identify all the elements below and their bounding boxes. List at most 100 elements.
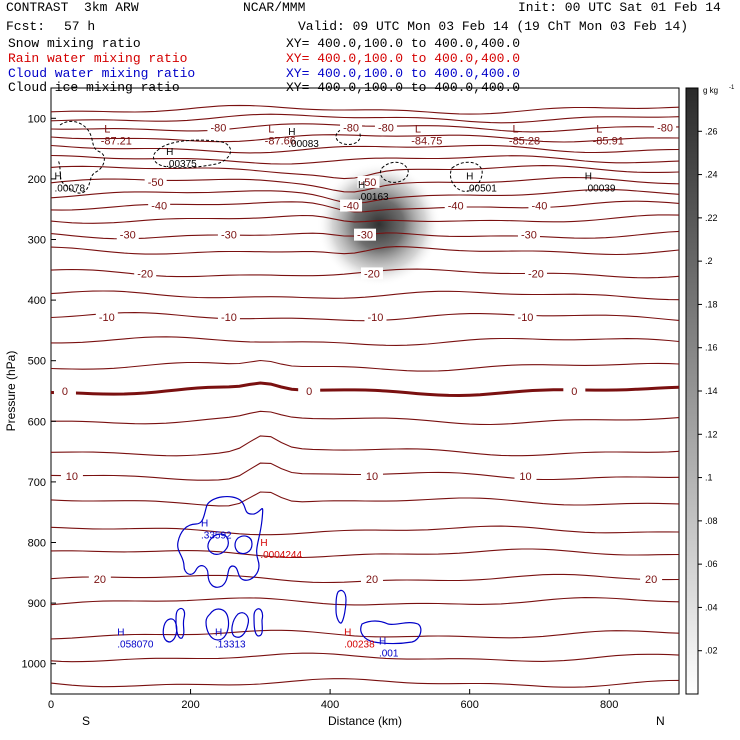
low-marker: L bbox=[268, 123, 274, 135]
cloud-water-contour bbox=[162, 618, 178, 643]
temperature-label-bg bbox=[340, 199, 363, 212]
temperature-contour bbox=[50, 246, 680, 256]
temperature-label: 0 bbox=[571, 386, 577, 398]
high-value: .001 bbox=[379, 649, 399, 660]
high-marker: H bbox=[117, 627, 124, 638]
low-value: -87.66 bbox=[265, 135, 296, 147]
temperature-contour bbox=[50, 652, 680, 663]
colorbar-tick-label: .26 bbox=[705, 126, 718, 136]
cloud-water-contour bbox=[253, 608, 264, 637]
cloud-water-contour bbox=[205, 608, 230, 641]
temperature-contour bbox=[50, 134, 680, 143]
y-axis-label: Pressure (hPa) bbox=[4, 351, 18, 432]
temperature-label: 20 bbox=[94, 574, 106, 586]
temperature-contour bbox=[50, 154, 680, 165]
temperature-contour bbox=[50, 597, 680, 606]
cloud-water-contour bbox=[175, 607, 186, 639]
temperature-label: -20 bbox=[528, 268, 544, 280]
temperature-label: -40 bbox=[151, 201, 167, 213]
temperature-label: -80 bbox=[343, 122, 359, 134]
temperature-contour bbox=[50, 104, 680, 115]
temperature-label-bg bbox=[563, 385, 586, 397]
center-title: NCAR/MMM bbox=[243, 0, 306, 15]
high-value: .33592 bbox=[201, 530, 232, 541]
temperature-label: -20 bbox=[137, 268, 153, 280]
high-value: .00163 bbox=[358, 192, 389, 203]
colorbar-tick-label: .16 bbox=[705, 343, 718, 353]
colorbar-tick-label: .14 bbox=[705, 386, 718, 396]
high-value: .00238 bbox=[344, 639, 375, 650]
colorbar-tick-label: .22 bbox=[705, 213, 718, 223]
temperature-label: 10 bbox=[519, 471, 531, 483]
high-value: .00501 bbox=[466, 184, 497, 195]
cloud-water-contour bbox=[207, 533, 229, 555]
field-name-cloud-water: Cloud water mixing ratio bbox=[8, 66, 196, 81]
cloud-ice-contour bbox=[379, 161, 409, 183]
model-title: CONTRAST 3km ARW bbox=[6, 0, 139, 15]
low-marker: L bbox=[415, 123, 421, 135]
colorbar-tick-label: .12 bbox=[705, 429, 718, 439]
temperature-contour bbox=[50, 113, 680, 124]
temperature-label-bg bbox=[524, 267, 547, 280]
temperature-label: -80 bbox=[657, 122, 673, 134]
temperature-label-bg bbox=[217, 311, 240, 324]
high-marker: H bbox=[201, 518, 208, 529]
cloud-ice-contour bbox=[57, 120, 105, 194]
temperature-label-bg bbox=[374, 121, 397, 134]
temperature-label-bg bbox=[60, 469, 83, 482]
temperature-contour bbox=[50, 290, 680, 301]
temperature-contour bbox=[50, 629, 680, 640]
y-tick-label: 500 bbox=[28, 356, 46, 368]
temperature-label-bg bbox=[134, 267, 157, 280]
temperature-label: 10 bbox=[366, 471, 378, 483]
temperature-label: 10 bbox=[66, 471, 78, 483]
temperature-label-bg bbox=[360, 469, 383, 482]
x-tick-label: 0 bbox=[48, 699, 54, 711]
temperature-label-bg bbox=[354, 228, 376, 241]
temperature-label: -10 bbox=[518, 312, 534, 324]
end-label-south: S bbox=[82, 714, 90, 728]
x-tick-label: 200 bbox=[181, 699, 199, 711]
temperature-label: 0 bbox=[62, 386, 68, 398]
colorbar-tick-label: .06 bbox=[705, 559, 718, 569]
colorbar-tick-label: .2 bbox=[705, 256, 713, 266]
temperature-label-bg bbox=[340, 121, 363, 134]
temperature-label-bg bbox=[364, 311, 387, 324]
temperature-label-bg bbox=[444, 199, 467, 212]
temperature-contour bbox=[50, 214, 680, 224]
field-name-rain: Rain water mixing ratio bbox=[8, 51, 188, 66]
high-marker: H bbox=[585, 172, 592, 183]
temperature-label-bg bbox=[528, 199, 551, 212]
y-tick-label: 900 bbox=[28, 598, 46, 610]
temperature-contour bbox=[51, 336, 680, 346]
temperature-label: 20 bbox=[645, 574, 657, 586]
high-marker: H bbox=[288, 127, 295, 138]
temperature-contour bbox=[51, 410, 680, 426]
cloud-water-contour bbox=[231, 612, 249, 638]
temperature-contour bbox=[50, 189, 680, 204]
x-axis-label: Distance (km) bbox=[328, 714, 402, 728]
high-marker: H bbox=[260, 538, 267, 549]
init-time: Init: 00 UTC Sat 01 Feb 14 bbox=[518, 0, 721, 15]
temperature-label-bg bbox=[357, 175, 380, 188]
temperature-contour bbox=[50, 435, 680, 457]
low-marker: L bbox=[104, 123, 110, 135]
y-tick-label: 400 bbox=[28, 295, 46, 307]
low-value: -84.75 bbox=[411, 135, 442, 147]
temperature-label-bg bbox=[217, 228, 240, 241]
high-value: .058070 bbox=[117, 639, 154, 650]
x-tick-label: 400 bbox=[321, 699, 339, 711]
temperature-label: -80 bbox=[211, 122, 227, 134]
temperature-contour bbox=[50, 491, 680, 507]
temperature-label-bg bbox=[360, 267, 383, 280]
y-tick-label: 800 bbox=[28, 538, 46, 550]
temperature-label: -20 bbox=[364, 268, 380, 280]
temperature-label: -10 bbox=[368, 312, 384, 324]
high-value: .0004244 bbox=[260, 550, 302, 561]
high-marker: H bbox=[166, 147, 173, 158]
valid-time: Valid: 09 UTC Mon 03 Feb 14 (19 ChT Mon … bbox=[298, 19, 689, 34]
temperature-label-bg bbox=[148, 199, 171, 212]
temperature-contour bbox=[50, 525, 680, 536]
temperature-label-bg bbox=[640, 572, 663, 585]
cloud-water-contour bbox=[234, 535, 253, 555]
